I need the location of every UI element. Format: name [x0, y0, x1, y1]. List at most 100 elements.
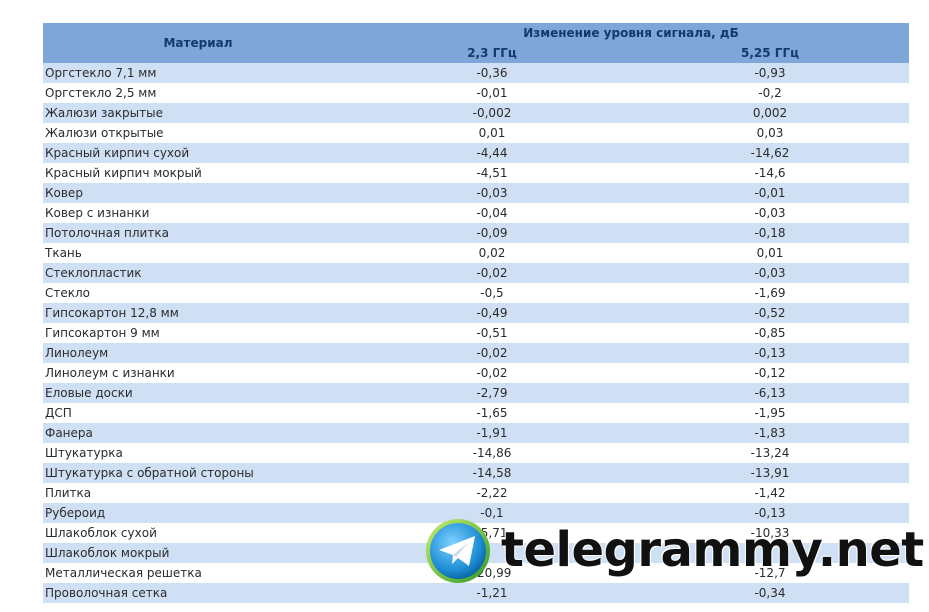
value-2-3ghz-cell: -14,58	[353, 463, 631, 483]
value-2-3ghz-cell: -0,02	[353, 343, 631, 363]
value-5-25ghz-cell: -1,83	[631, 423, 910, 443]
value-5-25ghz-cell: -1,42	[631, 483, 910, 503]
material-cell: Проволочная сетка	[43, 583, 353, 603]
value-5-25ghz-cell: -6,13	[631, 383, 910, 403]
table-row: Красный кирпич мокрый -4,51 -14,6	[43, 163, 910, 183]
table-row: Шлакоблок мокрый	[43, 543, 910, 563]
table-row: Шлакоблок сухой -5,71 -10,33	[43, 523, 910, 543]
value-5-25ghz-cell: -1,95	[631, 403, 910, 423]
table-row: Рубероид -0,1 -0,13	[43, 503, 910, 523]
value-2-3ghz-cell: -0,1	[353, 503, 631, 523]
value-2-3ghz-cell: -0,5	[353, 283, 631, 303]
table-row: Проволочная сетка -1,21 -0,34	[43, 583, 910, 603]
material-cell: Оргстекло 2,5 мм	[43, 83, 353, 103]
material-cell: Жалюзи открытые	[43, 123, 353, 143]
value-5-25ghz-cell: -0,93	[631, 63, 910, 83]
table-row: ДСП -1,65 -1,95	[43, 403, 910, 423]
table-body: Оргстекло 7,1 мм -0,36 -0,93 Оргстекло 2,5 …	[43, 63, 910, 603]
value-2-3ghz-cell	[353, 543, 631, 563]
table-row: Стеклопластик -0,02 -0,03	[43, 263, 910, 283]
value-2-3ghz-cell: -14,86	[353, 443, 631, 463]
value-5-25ghz-cell: -14,6	[631, 163, 910, 183]
value-2-3ghz-cell: -1,91	[353, 423, 631, 443]
table-row: Линолеум с изнанки -0,02 -0,12	[43, 363, 910, 383]
value-2-3ghz-cell: -0,49	[353, 303, 631, 323]
value-5-25ghz-cell: -0,52	[631, 303, 910, 323]
value-2-3ghz-cell: -0,51	[353, 323, 631, 343]
value-2-3ghz-cell: -5,71	[353, 523, 631, 543]
value-5-25ghz-cell: -13,24	[631, 443, 910, 463]
value-2-3ghz-cell: -2,22	[353, 483, 631, 503]
value-5-25ghz-cell: -0,2	[631, 83, 910, 103]
table-row: Металлическая решетка -20,99 -12,7	[43, 563, 910, 583]
table-row: Фанера -1,91 -1,83	[43, 423, 910, 443]
value-5-25ghz-cell: -14,62	[631, 143, 910, 163]
value-5-25ghz-cell: -0,03	[631, 203, 910, 223]
material-cell: Еловые доски	[43, 383, 353, 403]
value-2-3ghz-cell: -4,51	[353, 163, 631, 183]
watermark: telegrammy.net	[425, 518, 924, 584]
table-row: Линолеум -0,02 -0,13	[43, 343, 910, 363]
value-5-25ghz-cell: -10,33	[631, 523, 910, 543]
value-2-3ghz-cell: -0,002	[353, 103, 631, 123]
value-5-25ghz-cell: -0,34	[631, 583, 910, 603]
table-row: Жалюзи открытые 0,01 0,03	[43, 123, 910, 143]
table-row: Еловые доски -2,79 -6,13	[43, 383, 910, 403]
material-cell: Жалюзи закрытые	[43, 103, 353, 123]
value-5-25ghz-cell	[631, 543, 910, 563]
material-cell: Линолеум с изнанки	[43, 363, 353, 383]
value-5-25ghz-cell: -0,13	[631, 503, 910, 523]
value-2-3ghz-cell: -0,01	[353, 83, 631, 103]
material-cell: Металлическая решетка	[43, 563, 353, 583]
material-cell: Стеклопластик	[43, 263, 353, 283]
table-row: Оргстекло 2,5 мм -0,01 -0,2	[43, 83, 910, 103]
table-row: Штукатурка с обратной стороны -14,58 -13,9…	[43, 463, 910, 483]
material-cell: Красный кирпич мокрый	[43, 163, 353, 183]
table-row: Ковер -0,03 -0,01	[43, 183, 910, 203]
value-2-3ghz-cell: -4,44	[353, 143, 631, 163]
material-cell: Штукатурка	[43, 443, 353, 463]
value-2-3ghz-cell: -0,36	[353, 63, 631, 83]
value-5-25ghz-cell: 0,01	[631, 243, 910, 263]
value-5-25ghz-cell: 0,03	[631, 123, 910, 143]
material-cell: Рубероид	[43, 503, 353, 523]
table-row: Гипсокартон 9 мм -0,51 -0,85	[43, 323, 910, 343]
value-5-25ghz-cell: -0,01	[631, 183, 910, 203]
value-2-3ghz-cell: 0,01	[353, 123, 631, 143]
value-5-25ghz-cell: -0,03	[631, 263, 910, 283]
material-cell: Красный кирпич сухой	[43, 143, 353, 163]
value-5-25ghz-cell: -12,7	[631, 563, 910, 583]
material-column-header: Материал	[43, 23, 353, 63]
value-5-25ghz-cell: -0,18	[631, 223, 910, 243]
value-2-3ghz-cell: -0,02	[353, 263, 631, 283]
material-cell: Стекло	[43, 283, 353, 303]
signal-change-header: Изменение уровня сигнала, дБ	[353, 23, 910, 43]
table-row: Гипсокартон 12,8 мм -0,49 -0,52	[43, 303, 910, 323]
value-2-3ghz-cell: -0,02	[353, 363, 631, 383]
watermark-text: telegrammy.net	[501, 522, 924, 578]
value-5-25ghz-cell: -1,69	[631, 283, 910, 303]
material-cell: Шлакоблок сухой	[43, 523, 353, 543]
material-cell: Линолеум	[43, 343, 353, 363]
material-cell: Ковер	[43, 183, 353, 203]
value-2-3ghz-cell: 0,02	[353, 243, 631, 263]
table-row: Ковер с изнанки -0,04 -0,03	[43, 203, 910, 223]
value-5-25ghz-cell: 0,002	[631, 103, 910, 123]
table-row: Штукатурка -14,86 -13,24	[43, 443, 910, 463]
table-row: Стекло -0,5 -1,69	[43, 283, 910, 303]
value-5-25ghz-cell: -13,91	[631, 463, 910, 483]
table-row: Плитка -2,22 -1,42	[43, 483, 910, 503]
value-2-3ghz-cell: -0,09	[353, 223, 631, 243]
value-2-3ghz-cell: -0,03	[353, 183, 631, 203]
value-2-3ghz-cell: -1,21	[353, 583, 631, 603]
table-row: Ткань 0,02 0,01	[43, 243, 910, 263]
material-cell: ДСП	[43, 403, 353, 423]
table-row: Потолочная плитка -0,09 -0,18	[43, 223, 910, 243]
material-cell: Гипсокартон 12,8 мм	[43, 303, 353, 323]
value-5-25ghz-cell: -0,13	[631, 343, 910, 363]
material-cell: Потолочная плитка	[43, 223, 353, 243]
value-5-25ghz-cell: -0,12	[631, 363, 910, 383]
material-cell: Ковер с изнанки	[43, 203, 353, 223]
value-5-25ghz-cell: -0,85	[631, 323, 910, 343]
value-2-3ghz-cell: -0,04	[353, 203, 631, 223]
